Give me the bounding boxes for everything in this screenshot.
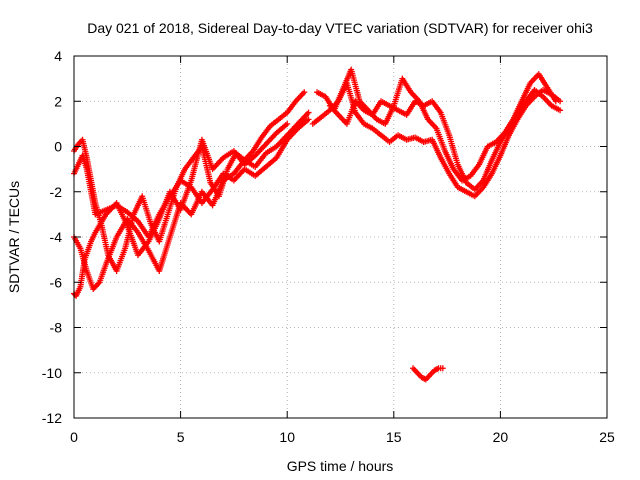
x-tick-label: 5: [177, 429, 185, 445]
data-points: [71, 66, 564, 383]
y-tick-label: -4: [50, 229, 63, 245]
chart-title: Day 021 of 2018, Sidereal Day-to-day VTE…: [87, 20, 593, 36]
data-point: [557, 107, 564, 114]
x-tick-label: 15: [386, 429, 402, 445]
data-point: [552, 98, 559, 105]
y-tick-label: -6: [50, 274, 63, 290]
y-tick-label: -2: [50, 184, 63, 200]
data-point: [301, 89, 308, 96]
series-track4: [71, 89, 308, 274]
y-axis-label: SDTVAR / TECUs: [6, 181, 22, 293]
series-track8: [409, 365, 446, 383]
y-tick-label: 4: [54, 48, 62, 64]
y-tick-label: -12: [42, 410, 62, 426]
data-point: [284, 120, 291, 127]
x-tick-label: 0: [70, 429, 78, 445]
y-tick-label: 0: [54, 139, 62, 155]
x-tick-label: 25: [599, 429, 615, 445]
y-tick-label: -8: [50, 320, 63, 336]
y-tick-label: -10: [42, 365, 62, 381]
series-track5: [309, 80, 564, 200]
y-tick-label: 2: [54, 93, 62, 109]
data-point: [305, 109, 312, 116]
data-point: [305, 116, 312, 123]
series-track7: [326, 86, 564, 193]
series-track3: [71, 120, 291, 299]
x-axis-label: GPS time / hours: [287, 458, 394, 474]
series-track2: [71, 109, 312, 293]
grid: [74, 56, 607, 418]
x-tick-label: 10: [279, 429, 295, 445]
x-tick-label: 20: [493, 429, 509, 445]
data-point: [439, 365, 446, 372]
